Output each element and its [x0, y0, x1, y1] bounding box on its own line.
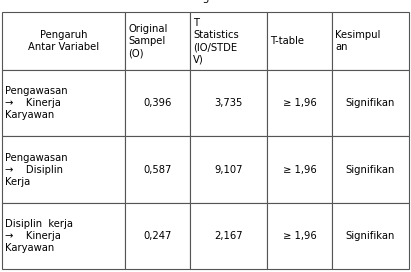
- Bar: [267, 203, 332, 269]
- Text: Pengawasan
→    Kinerja
Karyawan: Pengawasan → Kinerja Karyawan: [5, 86, 68, 120]
- Text: ≥ 1,96: ≥ 1,96: [282, 98, 316, 108]
- Bar: [190, 203, 267, 269]
- Bar: [267, 137, 332, 203]
- Text: 0,247: 0,247: [143, 231, 172, 241]
- Text: T
Statistics
(IO/STDE
V): T Statistics (IO/STDE V): [193, 18, 239, 64]
- Text: Disiplin  kerja
→    Kinerja
Karyawan: Disiplin kerja → Kinerja Karyawan: [5, 219, 73, 253]
- Text: 3,735: 3,735: [214, 98, 242, 108]
- Bar: [2, 70, 125, 137]
- Bar: [332, 12, 409, 70]
- Text: T-table: T-table: [270, 36, 304, 46]
- Bar: [190, 12, 267, 70]
- Bar: [125, 203, 190, 269]
- Text: 9,107: 9,107: [214, 165, 243, 175]
- Bar: [125, 137, 190, 203]
- Bar: [125, 70, 190, 137]
- Text: Pengawasan
→    Disiplin
Kerja: Pengawasan → Disiplin Kerja: [5, 153, 68, 187]
- Text: Signifikan: Signifikan: [346, 231, 395, 241]
- Text: 0,587: 0,587: [143, 165, 172, 175]
- Text: Kesimpul
an: Kesimpul an: [335, 30, 381, 52]
- Bar: [2, 12, 125, 70]
- Bar: [267, 12, 332, 70]
- Text: ≥ 1,96: ≥ 1,96: [282, 231, 316, 241]
- Bar: [332, 70, 409, 137]
- Bar: [332, 137, 409, 203]
- Bar: [125, 12, 190, 70]
- Bar: [267, 70, 332, 137]
- Bar: [332, 203, 409, 269]
- Bar: [2, 203, 125, 269]
- Text: 5: 5: [202, 0, 209, 5]
- Bar: [2, 137, 125, 203]
- Text: Original
Sampel
(O): Original Sampel (O): [129, 24, 168, 58]
- Text: 0,396: 0,396: [143, 98, 172, 108]
- Text: Signifikan: Signifikan: [346, 98, 395, 108]
- Bar: [190, 70, 267, 137]
- Bar: [190, 137, 267, 203]
- Text: 2,167: 2,167: [214, 231, 243, 241]
- Text: Signifikan: Signifikan: [346, 165, 395, 175]
- Text: ≥ 1,96: ≥ 1,96: [282, 165, 316, 175]
- Text: Pengaruh
Antar Variabel: Pengaruh Antar Variabel: [28, 30, 99, 52]
